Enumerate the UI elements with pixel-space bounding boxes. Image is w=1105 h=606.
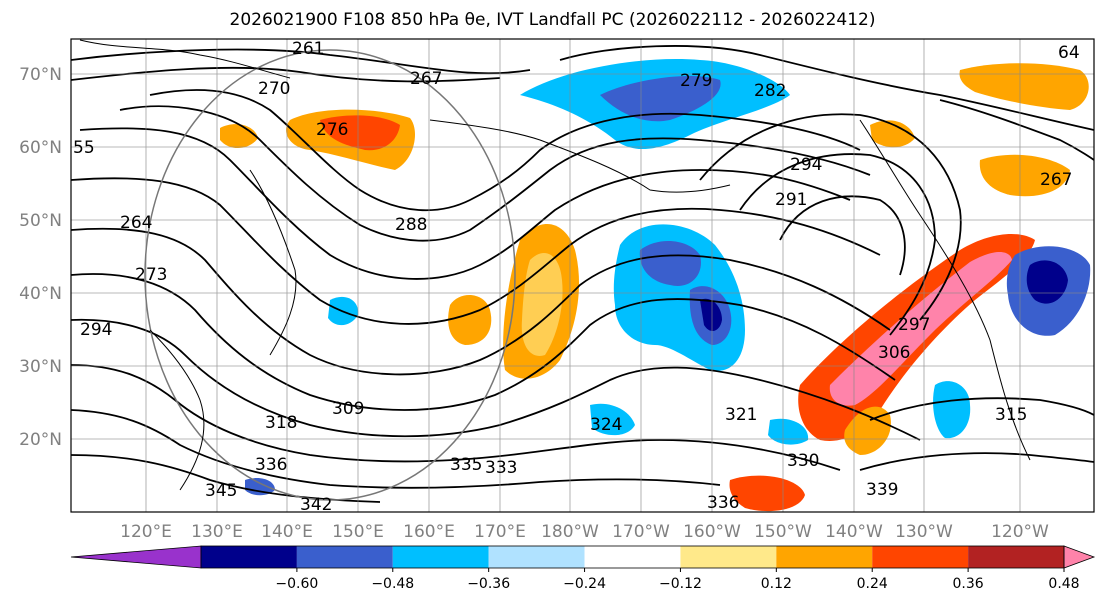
contour-label: 288 (395, 215, 427, 235)
contour-labels: 261 267 270 276 279 282 288 291 294 297 … (73, 39, 1080, 515)
contour-label: 306 (878, 343, 910, 363)
coastlines (79, 39, 1031, 491)
contour-label: 55 (73, 138, 95, 158)
lon-label: 130°E (191, 522, 243, 542)
colorbar-segment (201, 546, 297, 568)
colorbar-tick-label: 0.48 (1048, 576, 1079, 592)
contour-label: 339 (866, 480, 898, 500)
colorbar-segment (872, 546, 969, 568)
colorbar-segment (488, 546, 585, 568)
lat-label: 70°N (19, 65, 62, 85)
contour-label: 324 (590, 415, 622, 435)
colorbar-segment (968, 546, 1064, 568)
contour-label: 270 (258, 79, 290, 99)
lon-label: 150°E (332, 522, 384, 542)
contour-label: 335 (450, 455, 482, 475)
lon-label: 160°W (683, 522, 741, 542)
lon-label: 130°W (895, 522, 953, 542)
contour-label: 267 (1040, 170, 1072, 190)
contour-label: 318 (265, 413, 297, 433)
contour-label: 294 (80, 320, 112, 340)
colorbar-segment (776, 546, 873, 568)
contour-label: 267 (410, 69, 442, 89)
contour-label: 64 (1058, 43, 1080, 63)
lat-label: 20°N (19, 430, 62, 450)
colorbar-tick-label: −0.36 (467, 576, 510, 592)
lon-label: 180°W (541, 522, 599, 542)
lat-label: 60°N (19, 138, 62, 158)
colorbar-tick-label: −0.12 (659, 576, 702, 592)
shading-layer (220, 59, 1091, 512)
contour-label: 330 (787, 451, 819, 471)
colorbar-tick-label: −0.24 (563, 576, 606, 592)
lon-label: 140°E (261, 522, 313, 542)
map-frame (70, 38, 1095, 513)
colorbar-tick-label: −0.60 (275, 576, 318, 592)
lon-label: 150°W (754, 522, 812, 542)
colorbar-tick-label: −0.48 (371, 576, 414, 592)
colorbar-tick-label: 0.36 (953, 576, 984, 592)
colorbar: −0.60 −0.48 −0.36 −0.24 −0.12 0.12 0.24 0.36 0.4… (70, 545, 1096, 592)
lon-label: 140°W (825, 522, 883, 542)
colorbar-extend-high (1063, 545, 1096, 569)
contour-label: 282 (754, 81, 786, 101)
contour-label: 315 (995, 405, 1027, 425)
lon-label: 170°W (612, 522, 670, 542)
contour-label: 294 (790, 155, 822, 175)
contour-label: 264 (120, 213, 152, 233)
lat-label: 30°N (19, 357, 62, 377)
lon-label: 120°E (120, 522, 172, 542)
contour-label: 276 (316, 120, 348, 140)
colorbar-tick-label: 0.12 (761, 576, 792, 592)
colorbar-tick-label: 0.24 (857, 576, 888, 592)
contour-label: 336 (255, 455, 287, 475)
colorbar-segment (296, 546, 393, 568)
contour-label: 291 (775, 190, 807, 210)
colorbar-segment (584, 546, 681, 568)
contour-label: 342 (300, 495, 332, 515)
contour-label: 345 (205, 481, 237, 501)
colorbar-frame (200, 545, 1065, 569)
contour-label: 321 (725, 405, 757, 425)
contour-label: 336 (707, 493, 739, 513)
contour-label: 333 (485, 458, 517, 478)
lon-label: 160°E (403, 522, 455, 542)
lon-label: 170°E (474, 522, 526, 542)
contour-label: 261 (292, 39, 324, 59)
contour-label: 309 (332, 399, 364, 419)
contour-label: 279 (680, 71, 712, 91)
contour-label: 273 (135, 265, 167, 285)
map-title: 2026021900 F108 850 hPa θe, IVT Landfall… (229, 10, 876, 30)
contour-label: 297 (898, 315, 930, 335)
lat-label: 50°N (19, 211, 62, 231)
lat-label: 40°N (19, 284, 62, 304)
landfall-region-circle (144, 49, 516, 501)
colorbar-segment (392, 546, 489, 568)
colorbar-extend-low (70, 545, 202, 569)
colorbar-segment (680, 546, 777, 568)
lon-label: 120°W (991, 522, 1049, 542)
